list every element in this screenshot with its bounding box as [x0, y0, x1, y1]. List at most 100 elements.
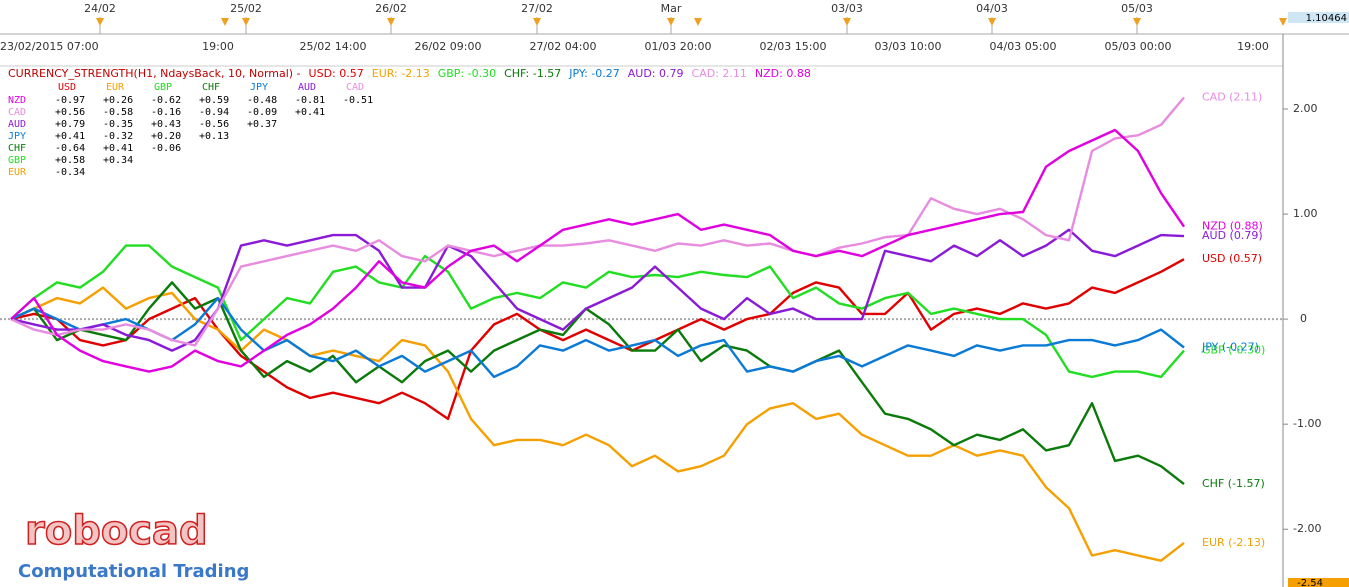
matrix-cell: +0.34 [103, 155, 133, 166]
matrix-cell: +0.59 [199, 95, 229, 106]
matrix-cell: +0.58 [55, 155, 85, 166]
matrix-column: GBP [154, 82, 172, 93]
series-end-label: NZD (0.88) [1202, 220, 1263, 233]
series-line [10, 228, 1185, 352]
timeline-marker [988, 18, 996, 26]
y-tick-label: 2.00 [1293, 102, 1318, 115]
x-tick-label: 19:00 [202, 40, 234, 53]
matrix-row-label: CAD [8, 107, 26, 118]
series-end-label: JPY (-0.27) [1201, 340, 1259, 353]
matrix-cell: -0.94 [199, 107, 229, 118]
legend-entry: USD: 0.57 [309, 67, 364, 80]
timeline-date: 26/02 [375, 2, 407, 15]
matrix-column: EUR [106, 82, 125, 93]
matrix-cell: -0.62 [151, 95, 181, 106]
matrix-cell: +0.13 [199, 131, 229, 142]
x-tick-label: 27/02 04:00 [530, 40, 597, 53]
timeline-marker [1279, 18, 1287, 26]
legend-entry: JPY: -0.27 [568, 67, 620, 80]
timeline-date: 03/03 [831, 2, 863, 15]
x-tick-label: 05/03 00:00 [1105, 40, 1172, 53]
series-end-label: USD (0.57) [1202, 252, 1262, 265]
legend-entry: CAD: 2.11 [692, 67, 747, 80]
matrix-cell: +0.26 [103, 95, 133, 106]
timeline-marker [221, 18, 229, 26]
y-tick-label: 0 [1300, 312, 1307, 325]
legend-entry: GBP: -0.30 [438, 67, 496, 80]
matrix-row-label: AUD [8, 119, 26, 130]
timeline-date: 05/03 [1121, 2, 1153, 15]
matrix-cell: -0.09 [247, 107, 277, 118]
matrix-row-label: EUR [8, 167, 27, 178]
price-label: -2.54 [1297, 578, 1323, 587]
timeline-date: 27/02 [521, 2, 553, 15]
timeline-marker [242, 18, 250, 26]
x-tick-label: 04/03 05:00 [990, 40, 1057, 53]
matrix-cell: +0.41 [55, 131, 85, 142]
timeline-date: 24/02 [84, 2, 116, 15]
series-end-label: AUD (0.79) [1202, 229, 1263, 242]
matrix-column: CAD [346, 82, 364, 93]
matrix-cell: -0.48 [247, 95, 277, 106]
timeline-marker [1133, 18, 1141, 26]
x-tick-label: 01/03 20:00 [645, 40, 712, 53]
matrix-column: JPY [250, 82, 268, 93]
matrix-row-label: NZD [8, 95, 26, 106]
y-tick-label: 1.00 [1293, 207, 1318, 220]
x-tick-label: 19:00 [1237, 40, 1269, 53]
timeline-date: 25/02 [230, 2, 262, 15]
watermark-logo: robocad [25, 508, 208, 554]
timeline-marker [694, 18, 702, 26]
watermark-tagline: Computational Trading [18, 561, 249, 582]
series-line [10, 258, 1185, 421]
legend: CURRENCY_STRENGTH(H1, NdaysBack, 10, Nor… [8, 67, 811, 80]
series-line [10, 128, 1185, 373]
price-label: 1.10464 [1306, 13, 1347, 24]
matrix-row-label: CHF [8, 143, 26, 154]
timeline-date: 04/03 [976, 2, 1008, 15]
matrix-cell: -0.34 [55, 167, 85, 178]
x-tick-label: 25/02 14:00 [300, 40, 367, 53]
matrix-cell: +0.37 [247, 119, 277, 130]
series-end-label: CHF (-1.57) [1202, 477, 1265, 490]
timeline-marker [533, 18, 541, 26]
matrix-cell: -0.58 [103, 107, 133, 118]
matrix-column: USD [58, 82, 76, 93]
matrix-row-label: JPY [8, 131, 26, 142]
timeline-marker [387, 18, 395, 26]
matrix-cell: -0.97 [55, 95, 85, 106]
series-line [10, 296, 1185, 379]
series-line [10, 281, 1185, 486]
legend-entry: AUD: 0.79 [628, 67, 684, 80]
matrix-cell: -0.51 [343, 95, 373, 106]
matrix-column: CHF [202, 82, 220, 93]
x-tick-label: 02/03 15:00 [760, 40, 827, 53]
legend-entry: EUR: -2.13 [372, 67, 430, 80]
y-tick-label: -1.00 [1293, 417, 1321, 430]
matrix-cell: +0.43 [151, 119, 181, 130]
matrix-cell: -0.35 [103, 119, 133, 130]
series-end-label: EUR (-2.13) [1202, 536, 1265, 549]
matrix-cell: -0.56 [199, 119, 229, 130]
x-tick-label: 23/02/2015 07:00 [0, 40, 99, 53]
matrix-cell: -0.32 [103, 131, 133, 142]
timeline-marker [843, 18, 851, 26]
matrix-cell: -0.81 [295, 95, 325, 106]
timeline-marker [667, 18, 675, 26]
series-line [10, 96, 1185, 347]
indicator-title: CURRENCY_STRENGTH(H1, NdaysBack, 10, Nor… [8, 67, 301, 80]
legend-entry: NZD: 0.88 [755, 67, 811, 80]
y-tick-label: -2.00 [1293, 522, 1321, 535]
matrix-cell: +0.41 [295, 107, 325, 118]
x-tick-label: 26/02 09:00 [415, 40, 482, 53]
matrix-cell: +0.56 [55, 107, 85, 118]
matrix-cell: -0.06 [151, 143, 181, 154]
x-tick-label: 03/03 10:00 [875, 40, 942, 53]
matrix-cell: +0.41 [103, 143, 133, 154]
matrix-cell: +0.20 [151, 131, 181, 142]
legend-entry: CHF: -1.57 [504, 67, 561, 80]
timeline-marker [96, 18, 104, 26]
matrix-column: AUD [298, 82, 316, 93]
